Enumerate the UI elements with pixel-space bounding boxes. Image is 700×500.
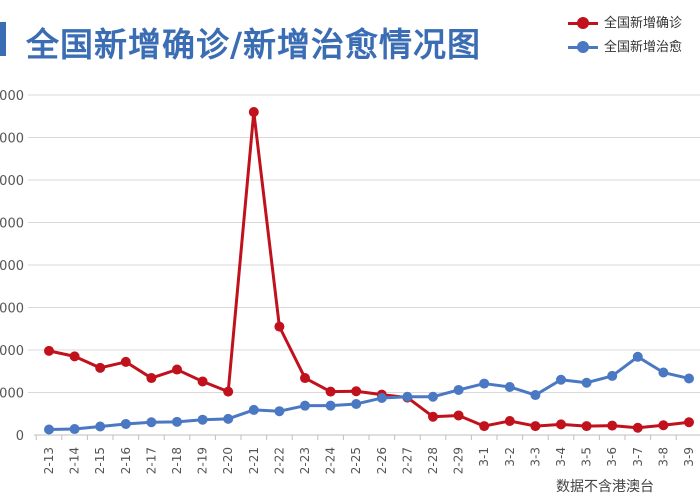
data-point-confirmed	[556, 419, 566, 430]
chart-legend: 全国新增确诊 全国新增治愈	[568, 14, 700, 58]
x-tick-label: 2-26	[375, 447, 389, 474]
x-tick-label: 2-27	[400, 447, 414, 474]
data-point-cured	[504, 381, 515, 392]
data-point-cured	[530, 390, 541, 401]
data-point-cured	[44, 424, 54, 435]
x-tick-label: 2-18	[170, 447, 184, 474]
y-tick-label: 000	[0, 217, 24, 232]
data-point-confirmed	[581, 421, 592, 432]
data-point-confirmed	[172, 364, 182, 375]
data-point-cured	[146, 417, 157, 428]
x-tick-label: 2-22	[272, 447, 286, 474]
data-point-cured	[69, 424, 80, 435]
x-tick-label: 3-8	[656, 447, 670, 467]
data-point-cured	[95, 421, 106, 432]
y-tick-label: 000	[0, 89, 24, 104]
x-tick-label: 2-13	[42, 447, 56, 474]
legend-marker-cured	[577, 41, 589, 53]
x-tick-label: 3-4	[554, 447, 568, 467]
x-tick-label: 3-9	[682, 447, 696, 467]
legend-label-cured: 全国新增治愈	[604, 40, 683, 55]
legend-item-confirmed: 全国新增确诊	[568, 14, 700, 34]
x-tick-label: 2-23	[298, 447, 312, 474]
y-tick-label: 000	[0, 344, 24, 359]
x-tick-label: 2-25	[349, 447, 363, 474]
data-point-confirmed	[658, 420, 669, 431]
data-point-cured	[479, 378, 490, 389]
x-tick-label: 2-29	[452, 447, 466, 474]
x-tick-label: 2-15	[93, 447, 107, 474]
data-point-cured	[556, 374, 566, 385]
data-point-confirmed	[95, 362, 106, 373]
legend-marker-confirmed	[577, 17, 589, 29]
data-point-cured	[581, 377, 592, 388]
x-tick-label: 3-3	[528, 447, 542, 467]
x-tick-label: 2-16	[119, 447, 133, 474]
data-point-confirmed	[300, 373, 310, 384]
x-tick-label: 3-2	[503, 447, 517, 467]
title-accent-bar	[0, 22, 6, 56]
data-point-confirmed	[428, 411, 438, 422]
data-point-confirmed	[120, 356, 131, 367]
x-tick-label: 3-1	[477, 447, 491, 467]
data-point-confirmed	[325, 386, 336, 397]
data-point-confirmed	[530, 421, 541, 432]
data-point-cured	[632, 351, 643, 362]
data-point-cured	[376, 393, 387, 404]
data-point-cured	[274, 406, 285, 417]
data-point-cured	[658, 367, 669, 378]
x-tick-label: 3-7	[631, 447, 645, 467]
data-point-cured	[607, 370, 618, 381]
x-tick-label: 2-17	[144, 447, 158, 474]
y-tick-label: 0	[16, 429, 24, 444]
y-tick-label: 000	[0, 259, 24, 274]
data-point-cured	[453, 384, 464, 395]
y-tick-label: 000	[0, 387, 24, 402]
y-tick-label: 000	[0, 174, 24, 189]
data-point-confirmed	[197, 376, 208, 387]
data-point-cured	[428, 391, 438, 402]
y-tick-label: 000	[0, 302, 24, 317]
data-point-cured	[402, 391, 413, 402]
data-point-confirmed	[44, 345, 54, 356]
data-point-confirmed	[248, 107, 259, 117]
data-point-cured	[300, 400, 310, 411]
x-tick-label: 2-20	[221, 447, 235, 474]
data-point-confirmed	[632, 422, 643, 433]
data-point-confirmed	[223, 386, 234, 397]
data-point-cured	[684, 373, 694, 384]
data-point-cured	[120, 418, 131, 429]
x-tick-label: 2-14	[68, 447, 82, 474]
data-point-confirmed	[684, 417, 694, 428]
x-tick-label: 3-6	[605, 447, 619, 467]
data-point-cured	[172, 416, 182, 427]
data-point-confirmed	[146, 373, 157, 384]
x-tick-label: 3-5	[580, 447, 594, 467]
data-point-confirmed	[479, 421, 490, 432]
x-tick-label: 2-19	[196, 447, 210, 474]
data-point-cured	[223, 413, 234, 424]
data-point-confirmed	[453, 410, 464, 421]
x-tick-label: 2-28	[426, 447, 440, 474]
data-point-confirmed	[274, 321, 285, 332]
y-tick-label: 000	[0, 132, 24, 147]
data-point-confirmed	[69, 351, 80, 362]
data-point-confirmed	[607, 420, 618, 431]
data-point-cured	[248, 404, 259, 415]
legend-label-confirmed: 全国新增确诊	[604, 16, 683, 31]
data-point-cured	[351, 398, 362, 409]
data-point-confirmed	[351, 386, 362, 397]
x-tick-label: 2-24	[324, 447, 338, 474]
data-note: 数据不含港澳台	[556, 479, 654, 495]
data-point-cured	[325, 400, 336, 411]
legend-item-cured: 全国新增治愈	[568, 38, 700, 58]
data-point-confirmed	[504, 415, 515, 426]
x-tick-label: 2-21	[247, 447, 261, 474]
chart-title: 全国新增确诊/新增治愈情况图	[26, 25, 482, 64]
data-point-cured	[197, 414, 208, 425]
